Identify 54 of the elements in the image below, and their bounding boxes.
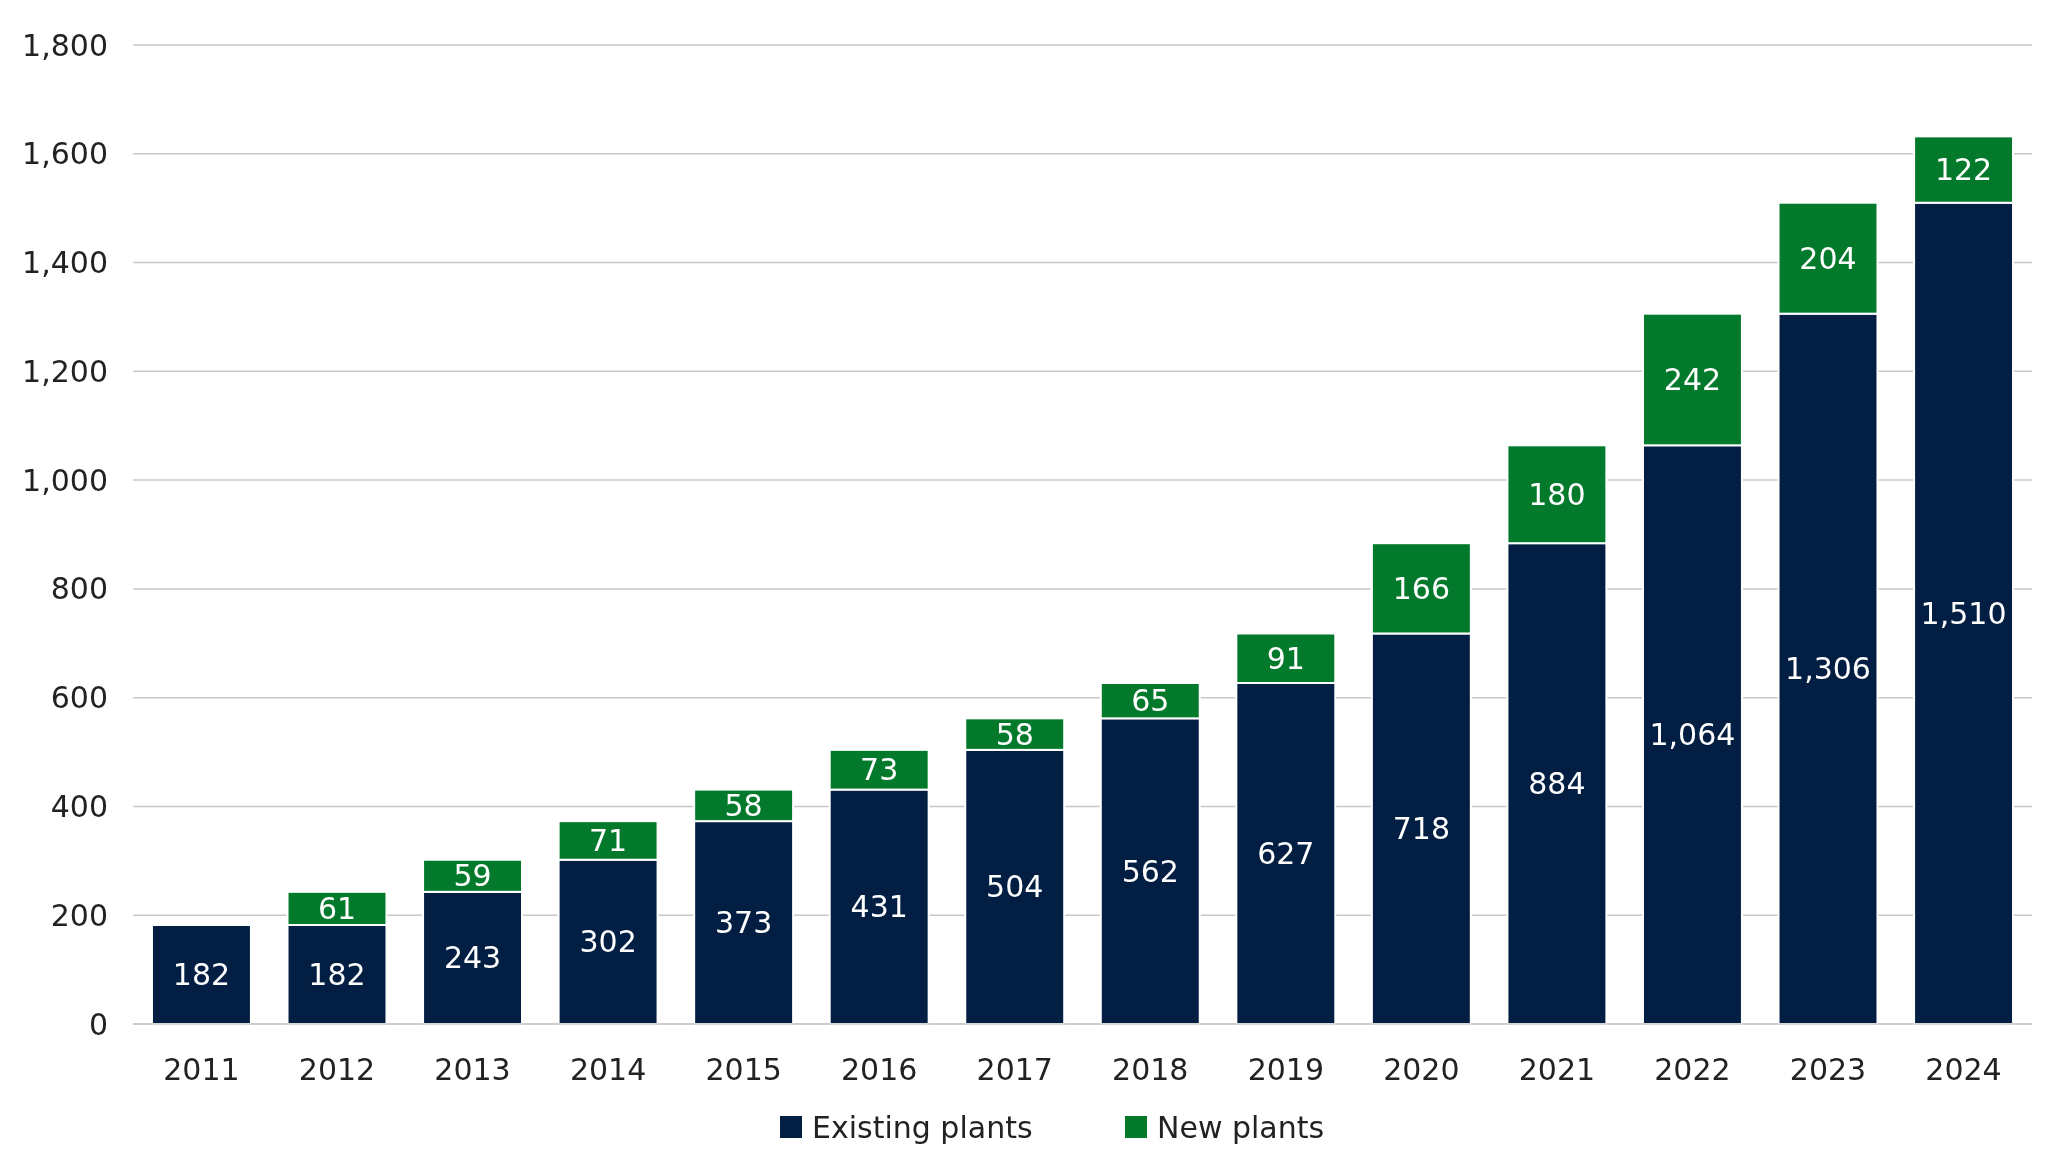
x-tick-label: 2019 — [1247, 1052, 1324, 1087]
x-tick-label: 2011 — [163, 1052, 240, 1087]
data-label: 91 — [1266, 640, 1305, 676]
data-label: 562 — [1121, 853, 1179, 889]
data-label: 204 — [1799, 240, 1857, 276]
x-tick-label: 2024 — [1925, 1052, 2002, 1087]
data-label: 1,510 — [1920, 595, 2007, 631]
data-label: 243 — [443, 940, 502, 976]
x-tick-label: 2015 — [705, 1052, 782, 1087]
x-tick-label: 2023 — [1789, 1052, 1867, 1087]
data-label: 122 — [1934, 152, 1993, 188]
x-tick-label: 2018 — [1112, 1052, 1189, 1087]
data-label: 504 — [986, 869, 1044, 905]
data-label: 65 — [1131, 683, 1170, 719]
legend-label: New plants — [1157, 1110, 1325, 1145]
legend-label: Existing plants — [812, 1110, 1033, 1145]
data-label: 182 — [172, 957, 231, 993]
data-label: 1,306 — [1785, 651, 1871, 687]
data-label: 73 — [860, 752, 899, 788]
data-label: 431 — [850, 889, 908, 925]
data-label: 884 — [1528, 766, 1586, 802]
y-tick-label: 600 — [50, 680, 108, 716]
data-label: 373 — [715, 905, 773, 941]
data-label: 302 — [579, 924, 637, 960]
y-tick-label: 1,400 — [22, 245, 108, 281]
data-label: 242 — [1663, 361, 1722, 397]
x-tick-label: 2014 — [569, 1052, 647, 1087]
data-label: 180 — [1528, 476, 1586, 512]
data-label: 182 — [308, 957, 366, 993]
data-label: 627 — [1257, 835, 1315, 871]
y-tick-label: 1,000 — [22, 462, 108, 498]
data-label: 59 — [453, 858, 492, 894]
data-label: 1,064 — [1649, 717, 1736, 753]
x-tick-label: 2022 — [1654, 1052, 1731, 1087]
y-tick-label: 1,600 — [22, 136, 108, 172]
data-label: 58 — [724, 787, 763, 823]
x-tick-label: 2013 — [434, 1052, 511, 1087]
x-tick-label: 2017 — [976, 1052, 1053, 1087]
x-tick-label: 2021 — [1518, 1052, 1596, 1087]
y-tick-label: 1,200 — [22, 353, 108, 389]
data-label: 58 — [995, 716, 1034, 752]
y-tick-label: 800 — [50, 571, 108, 607]
data-label: 71 — [589, 822, 628, 858]
y-tick-label: 400 — [50, 788, 108, 824]
y-tick-label: 0 — [88, 1006, 108, 1042]
x-tick-label: 2012 — [298, 1052, 376, 1087]
x-tick-label: 2020 — [1383, 1052, 1460, 1087]
data-label: 718 — [1392, 811, 1450, 847]
y-tick-label: 200 — [50, 897, 108, 933]
bar — [150, 924, 252, 1025]
y-tick-label: 1,800 — [22, 27, 108, 63]
x-tick-label: 2016 — [841, 1052, 918, 1087]
data-label: 166 — [1392, 570, 1450, 606]
data-label: 61 — [317, 890, 357, 926]
